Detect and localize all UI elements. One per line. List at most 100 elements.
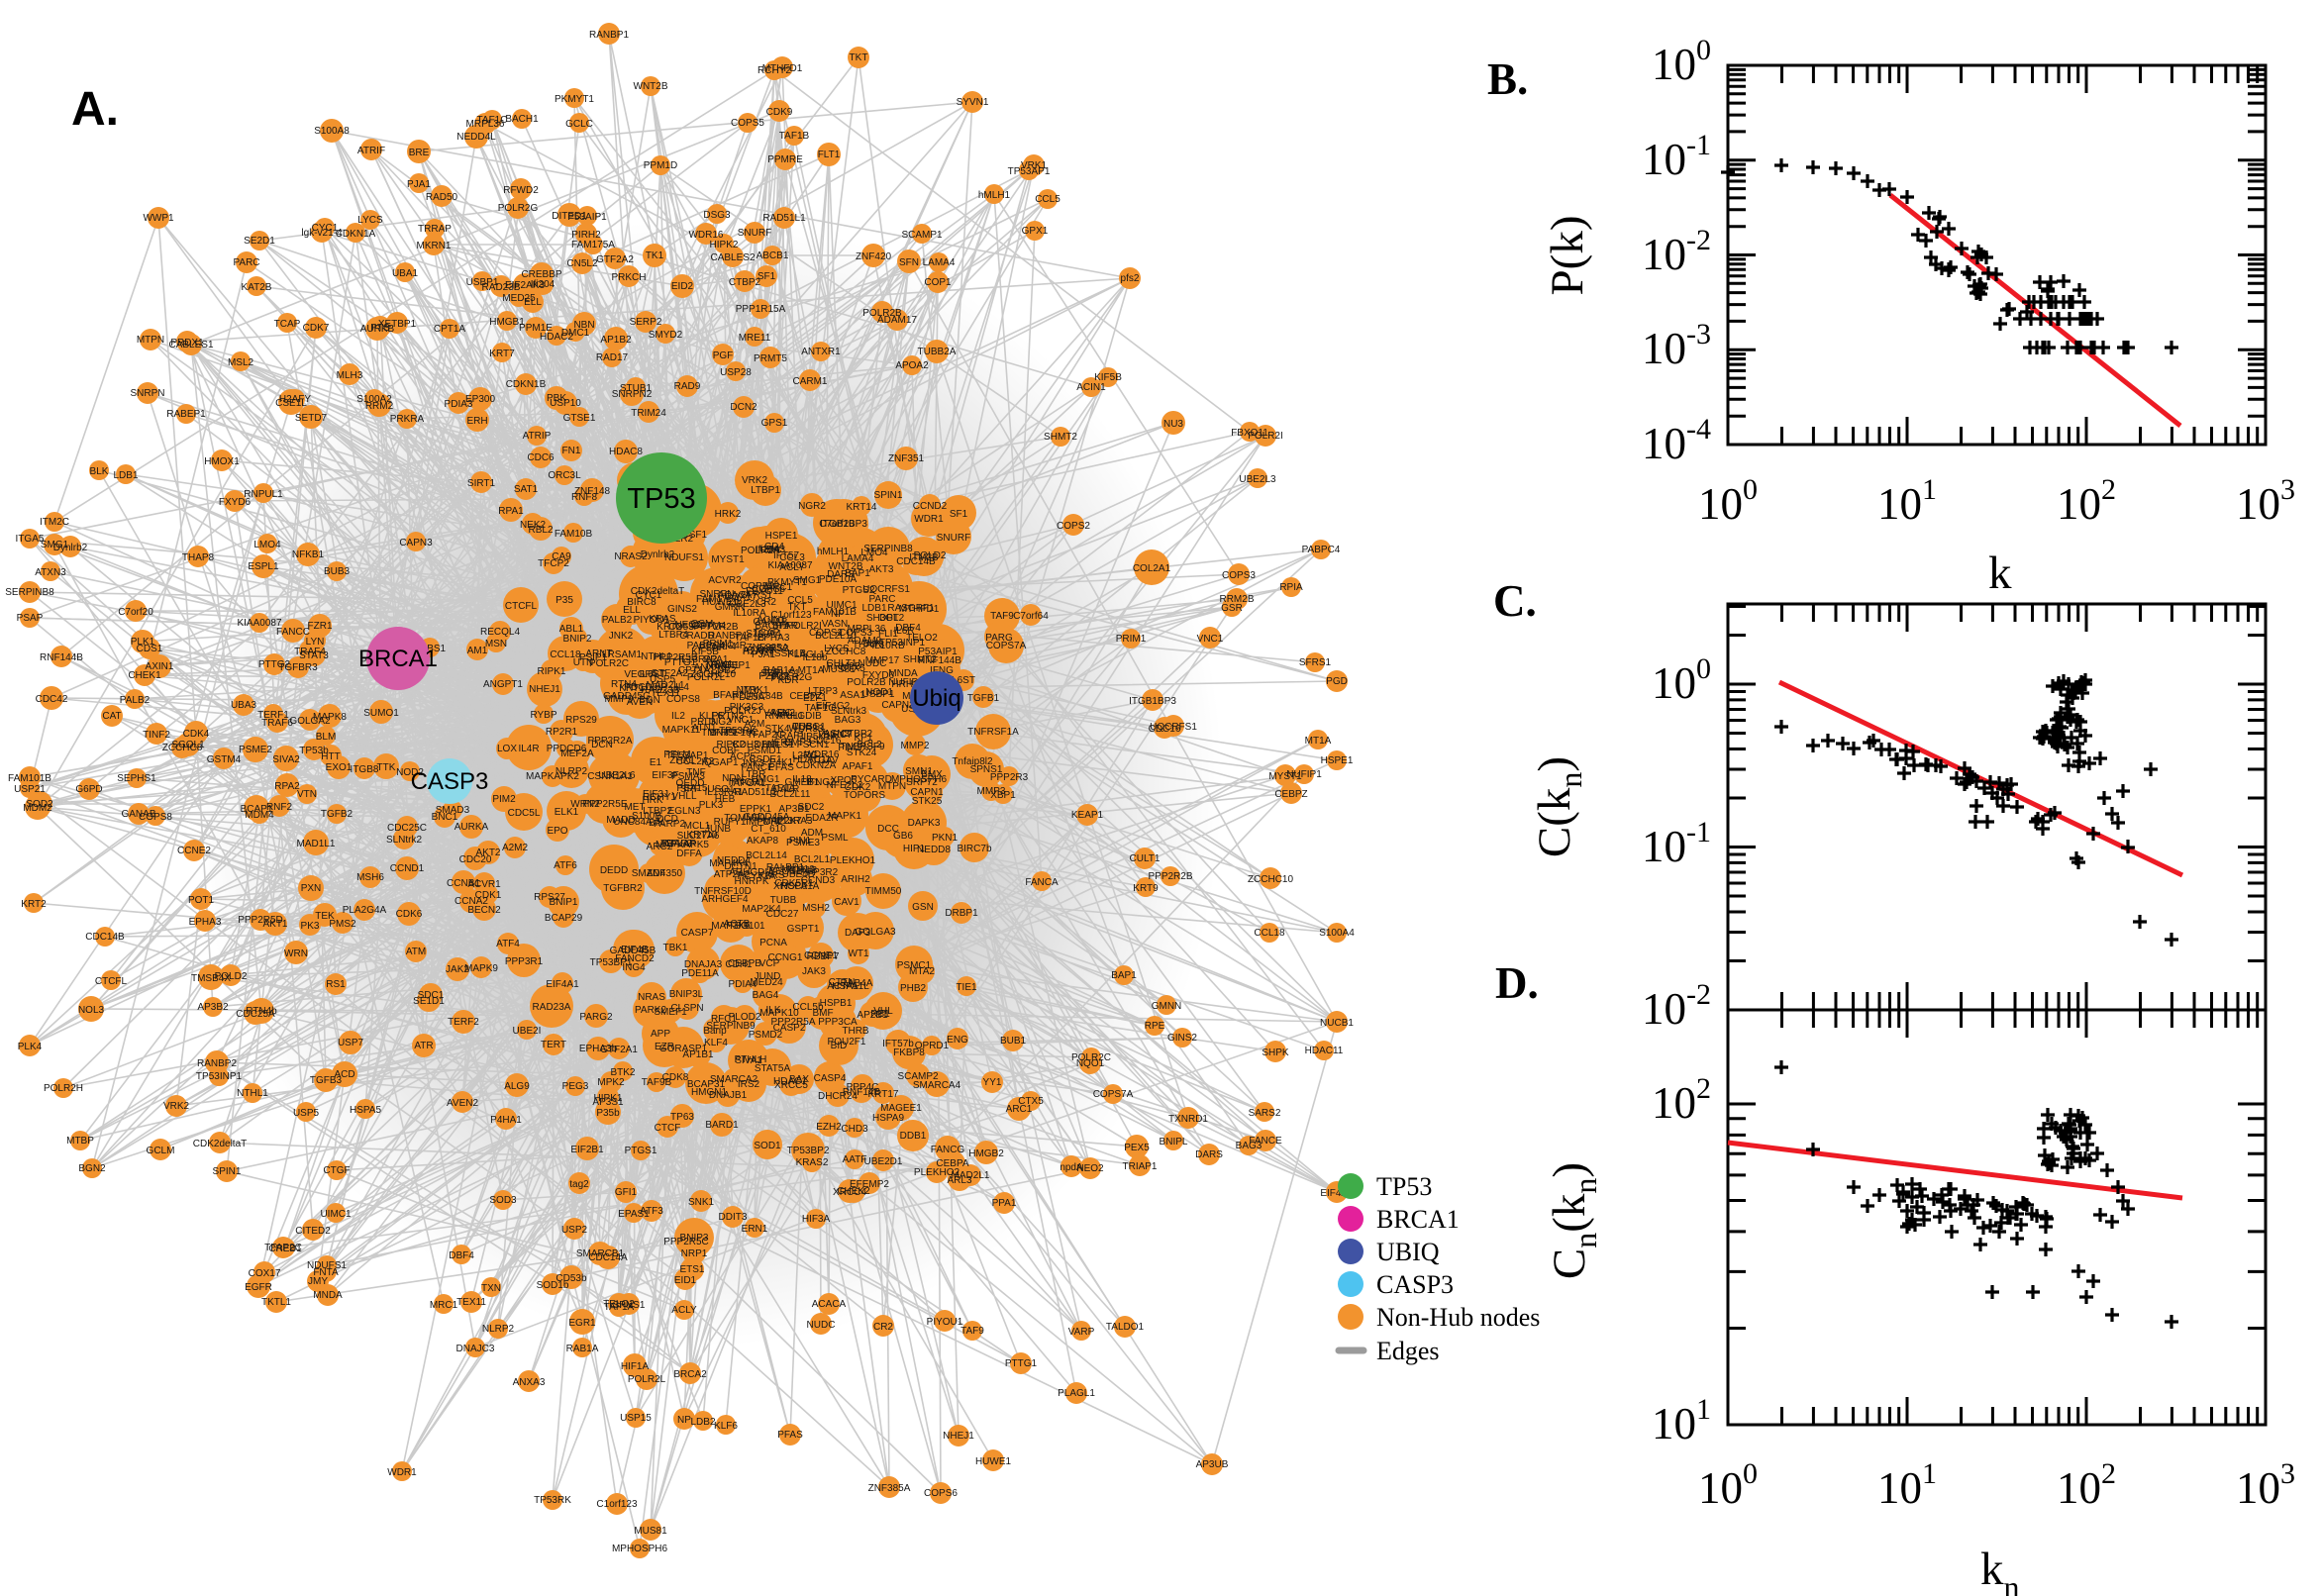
svg-text:TELO2: TELO2 xyxy=(906,633,938,644)
svg-text:ATRIF: ATRIF xyxy=(357,146,385,156)
svg-text:KRT7: KRT7 xyxy=(489,349,515,359)
svg-text:PFAS: PFAS xyxy=(777,1430,803,1441)
svg-text:kn: kn xyxy=(1980,1544,2020,1596)
svg-text:IL6: IL6 xyxy=(764,667,778,678)
svg-text:C(kn): C(kn) xyxy=(1529,756,1588,857)
svg-text:NTHL1: NTHL1 xyxy=(641,651,672,662)
svg-text:POLR2G: POLR2G xyxy=(498,203,539,214)
svg-text:HSPA1A: HSPA1A xyxy=(781,881,820,892)
svg-text:CN5L2: CN5L2 xyxy=(566,258,598,269)
svg-text:RBL2: RBL2 xyxy=(528,525,553,536)
svg-text:TAF1C: TAF1C xyxy=(477,115,508,126)
svg-text:CFLAR: CFLAR xyxy=(664,839,697,849)
svg-text:ATRIP: ATRIP xyxy=(523,431,552,442)
svg-text:ACVR2: ACVR2 xyxy=(708,575,742,586)
svg-text:TEX11: TEX11 xyxy=(651,688,680,699)
svg-text:NDN: NDN xyxy=(722,773,744,784)
svg-text:ITGB1BP3: ITGB1BP3 xyxy=(1129,696,1176,707)
svg-text:PRDX1: PRDX1 xyxy=(170,338,204,349)
svg-text:DBNL: DBNL xyxy=(755,740,781,750)
svg-text:EIF4G2: EIF4G2 xyxy=(816,701,851,712)
svg-text:PIM2: PIM2 xyxy=(492,794,516,805)
svg-text:CASP7: CASP7 xyxy=(681,928,714,939)
svg-text:MMP9: MMP9 xyxy=(605,694,634,705)
svg-text:HRK: HRK xyxy=(642,795,662,806)
svg-text:ATF3: ATF3 xyxy=(640,1206,663,1217)
svg-text:Dynlrb2: Dynlrb2 xyxy=(641,549,675,560)
svg-text:POLR2C: POLR2C xyxy=(589,658,629,669)
svg-text:SNRPN: SNRPN xyxy=(130,388,164,399)
svg-text:RECQL4: RECQL4 xyxy=(480,627,520,638)
svg-text:GANAB: GANAB xyxy=(753,617,787,628)
svg-text:BAP1: BAP1 xyxy=(845,568,870,579)
svg-text:CDH1: CDH1 xyxy=(725,959,753,970)
svg-text:CDK4: CDK4 xyxy=(183,729,210,740)
svg-text:PXN: PXN xyxy=(301,883,322,894)
svg-text:PRIM1: PRIM1 xyxy=(1116,634,1147,645)
svg-text:PPP3R1: PPP3R1 xyxy=(505,956,544,967)
svg-text:UBE2L3: UBE2L3 xyxy=(729,599,766,610)
svg-text:HIF3A: HIF3A xyxy=(802,1214,831,1225)
svg-text:POLR2C: POLR2C xyxy=(1071,1052,1111,1063)
svg-text:CYC1: CYC1 xyxy=(636,590,662,601)
svg-text:P35b: P35b xyxy=(596,1108,620,1119)
svg-text:APP: APP xyxy=(651,1029,670,1040)
svg-text:BUB3: BUB3 xyxy=(324,566,351,577)
svg-text:FAM101B: FAM101B xyxy=(8,773,51,784)
svg-text:TRAF2: TRAF2 xyxy=(660,839,692,849)
svg-text:Dynlrb2: Dynlrb2 xyxy=(53,543,88,553)
svg-text:Ubiq: Ubiq xyxy=(912,685,960,712)
svg-text:CHD3: CHD3 xyxy=(841,1124,868,1135)
svg-text:P53AIP1: P53AIP1 xyxy=(918,647,958,657)
svg-text:BNIP2: BNIP2 xyxy=(563,634,592,645)
svg-text:EIF3F: EIF3F xyxy=(652,770,678,781)
svg-text:ESPL1: ESPL1 xyxy=(248,561,279,572)
svg-text:FAM10B: FAM10B xyxy=(555,529,593,540)
svg-text:PDIA3: PDIA3 xyxy=(445,399,473,410)
svg-text:AXIN1: AXIN1 xyxy=(146,661,174,672)
svg-text:RNF14B: RNF14B xyxy=(843,1087,881,1098)
svg-text:FXYD6: FXYD6 xyxy=(219,497,252,508)
svg-text:MYST1: MYST1 xyxy=(711,554,745,565)
svg-text:OSM: OSM xyxy=(691,619,714,630)
svg-text:MYST1: MYST1 xyxy=(1268,771,1302,782)
svg-text:KARS: KARS xyxy=(758,870,785,881)
svg-text:LTBP1: LTBP1 xyxy=(751,485,780,496)
svg-text:S100A2: S100A2 xyxy=(356,394,392,405)
svg-text:100: 100 xyxy=(1652,652,1711,708)
svg-text:MTPN: MTPN xyxy=(878,781,906,792)
svg-text:ACLY: ACLY xyxy=(779,562,805,573)
svg-text:Ifi204: Ifi204 xyxy=(531,279,556,290)
svg-text:CRADD: CRADD xyxy=(679,631,715,642)
svg-text:CCL18: CCL18 xyxy=(550,649,581,660)
svg-text:SLNtrk3: SLNtrk3 xyxy=(831,706,867,717)
svg-text:BLM: BLM xyxy=(316,732,337,743)
svg-text:SMAD4: SMAD4 xyxy=(632,868,666,879)
svg-text:TGFB3: TGFB3 xyxy=(310,1075,343,1086)
svg-text:PDE10A: PDE10A xyxy=(819,574,858,585)
svg-text:BNIP3L: BNIP3L xyxy=(669,989,704,1000)
svg-text:TIMM50: TIMM50 xyxy=(865,886,902,897)
svg-text:POLR2J: POLR2J xyxy=(724,706,761,717)
svg-text:ARHGDIA: ARHGDIA xyxy=(729,867,774,878)
svg-text:CAPN3: CAPN3 xyxy=(399,538,433,549)
svg-text:STK24: STK24 xyxy=(847,748,877,758)
svg-text:CAV1: CAV1 xyxy=(834,897,859,908)
svg-text:TP63: TP63 xyxy=(670,1112,694,1123)
svg-text:DDB1: DDB1 xyxy=(900,1131,927,1142)
svg-text:CTTN: CTTN xyxy=(829,977,856,988)
svg-text:PPMRE: PPMRE xyxy=(767,154,803,165)
svg-text:TERF1: TERF1 xyxy=(257,710,289,721)
svg-text:PARP2: PARP2 xyxy=(654,819,685,830)
svg-text:MED25: MED25 xyxy=(502,293,536,304)
svg-text:FANCD2: FANCD2 xyxy=(615,953,655,964)
svg-text:CTX5: CTX5 xyxy=(1018,1096,1044,1107)
svg-text:SYVN1: SYVN1 xyxy=(957,97,989,108)
svg-text:PYCARD: PYCARD xyxy=(851,774,892,785)
svg-text:HSPB1: HSPB1 xyxy=(820,998,853,1009)
svg-text:SPIN1: SPIN1 xyxy=(874,490,903,501)
svg-text:RRM2B: RRM2B xyxy=(826,661,860,672)
svg-text:UBE4B: UBE4B xyxy=(782,869,815,880)
svg-text:OPRD1: OPRD1 xyxy=(915,1041,950,1051)
svg-text:BECN1: BECN1 xyxy=(768,866,802,877)
